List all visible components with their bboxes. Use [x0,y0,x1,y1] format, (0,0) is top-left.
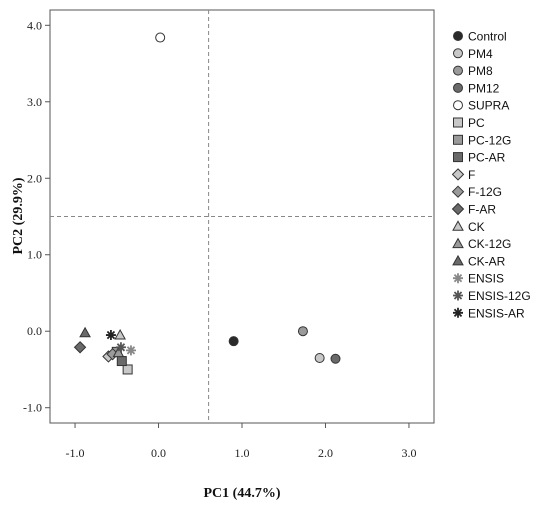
legend-marker-pc-12g [453,134,463,145]
x-tick-label: 0.0 [151,446,166,460]
legend-marker-f [451,168,465,181]
x-tick-label: 2.0 [318,446,333,460]
legend-label-f-ar: F-AR [468,203,496,217]
legend-label-ck-ar: CK-AR [468,254,506,268]
legend-label-f: F [468,168,475,182]
data-points [73,32,341,375]
legend-marker-ensis [453,273,463,284]
x-tick-label: 1.0 [235,446,250,460]
point-ck-ar [79,326,91,338]
legend-label-supra: SUPRA [468,99,509,113]
point-supra [155,32,166,43]
legend-label-ensis-ar: ENSIS-AR [468,306,525,320]
legend-marker-control [453,31,463,41]
legend-label-pm4: PM4 [468,47,493,61]
point-ensis-ar [105,330,116,341]
legend-marker-ck-ar [452,254,464,266]
legend-label-pc-ar: PC-AR [468,151,506,165]
legend-label-ensis: ENSIS [468,272,504,286]
legend-label-ck: CK [468,220,485,234]
point-pc [122,364,133,375]
point-ck [114,329,126,340]
legend-label-pc: PC [468,116,485,130]
legend-label-ensis-12g: ENSIS-12G [468,289,531,303]
y-tick-label: 2.0 [27,171,42,185]
legend-marker-ck-12g [452,237,464,249]
legend-marker-ck [452,220,464,231]
x-tick-label: 3.0 [401,446,416,460]
legend-marker-pm4 [453,48,463,59]
legend-marker-ensis-12g [453,290,463,301]
point-ensis-12g [115,342,126,353]
legend-marker-pm12 [453,82,463,93]
point-pm12 [330,353,341,364]
x-axis-title: PC1 (44.7%) [204,486,281,501]
x-axis-ticks: -1.0 0.0 1.0 2.0 3.0 [66,423,416,460]
point-pm4 [314,352,325,363]
legend-marker-ensis-ar [453,307,463,318]
legend-marker-f-12g [451,185,465,198]
legend-label-pm12: PM12 [468,81,500,95]
y-tick-label: 3.0 [27,95,42,109]
point-ensis [125,345,136,356]
y-tick-label: 1.0 [27,248,42,262]
y-tick-label: -1.0 [23,401,42,415]
point-pm8 [297,326,308,337]
y-tick-label: 0.0 [27,324,42,338]
reference-lines [50,10,434,423]
legend-marker-supra [453,100,463,111]
legend-label-f-12g: F-12G [468,185,502,199]
point-pc-ar [116,356,127,367]
point-f-ar [73,341,87,354]
y-axis-title: PC2 (29.9%) [11,177,26,254]
legend-label-control: Control [468,30,507,44]
legend-marker-f-ar [451,202,465,216]
point-control [228,336,239,347]
legend-marker-pc [453,117,463,128]
y-axis-ticks: -1.0 0.0 1.0 2.0 3.0 4.0 [23,18,50,415]
legend-label-ck-12g: CK-12G [468,237,511,251]
legend: Control PM4 PM8 PM12 SUPRA PC PC-12G PC-AR F F-12… [451,30,531,320]
legend-marker-pm8 [453,65,463,76]
legend-marker-pc-ar [453,152,463,163]
y-tick-label: 4.0 [27,18,42,32]
legend-label-pm8: PM8 [468,64,493,78]
legend-label-pc-12g: PC-12G [468,133,511,147]
x-tick-label: -1.0 [66,446,85,460]
